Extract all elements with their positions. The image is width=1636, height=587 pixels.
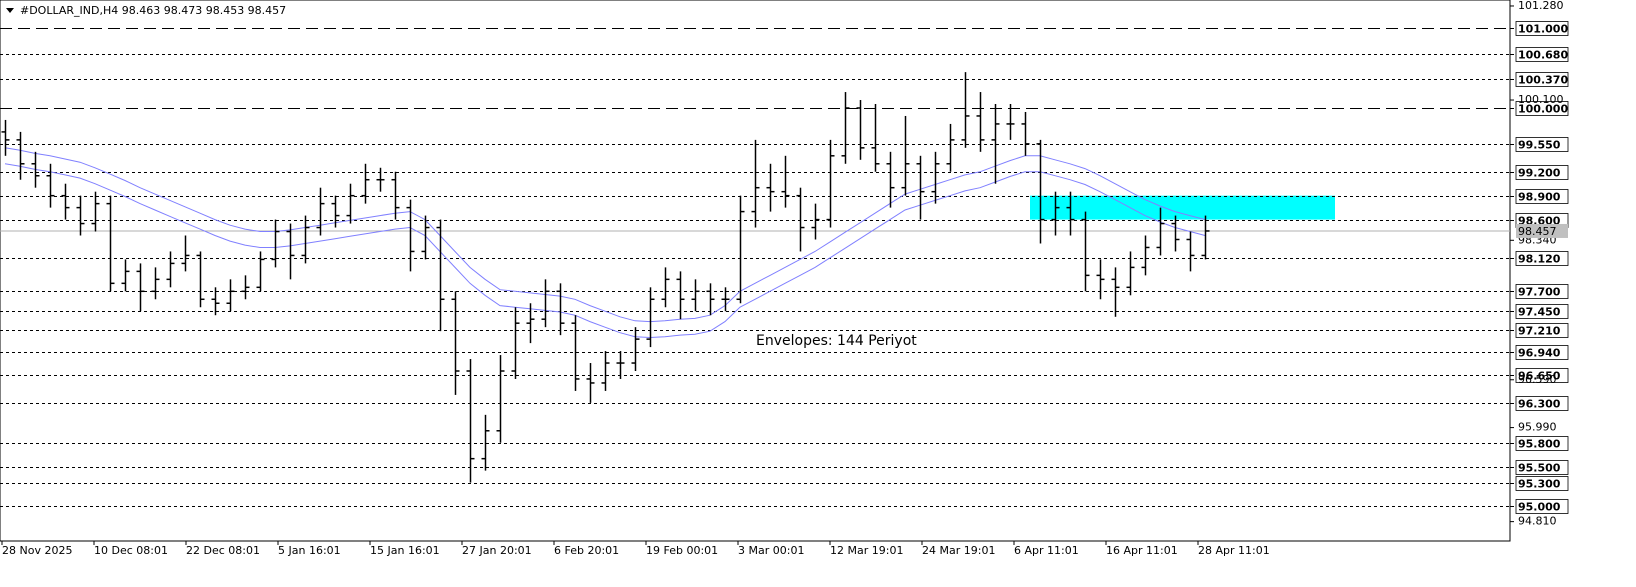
x-tick-label: 3 Mar 00:01	[738, 544, 804, 557]
level-label-box	[1515, 460, 1569, 475]
y-tick-label: 100.100	[1518, 93, 1564, 106]
envelope-line	[4, 163, 1206, 339]
level-label-box	[1515, 21, 1569, 36]
level-label: 97.450	[1518, 306, 1561, 319]
level-label: 95.500	[1518, 462, 1561, 475]
level-label-box	[1515, 72, 1569, 87]
zone	[1030, 195, 1335, 220]
y-tick-label: 94.810	[1518, 515, 1557, 528]
level-label: 99.200	[1518, 167, 1561, 180]
level-label-box	[1515, 251, 1569, 266]
level-label-box	[1515, 476, 1569, 491]
level-label: 100.680	[1518, 49, 1568, 62]
plot-frame	[0, 0, 1511, 542]
x-tick-label: 22 Dec 08:01	[186, 544, 260, 557]
x-tick-label: 15 Jan 16:01	[370, 544, 440, 557]
level-label: 95.000	[1518, 501, 1561, 514]
level-label: 96.650	[1518, 370, 1561, 383]
level-label: 100.000	[1518, 103, 1568, 116]
level-label-box	[1515, 368, 1569, 383]
level-label: 97.210	[1518, 325, 1561, 338]
x-tick-label: 5 Jan 16:01	[278, 544, 341, 557]
y-tick-label: 96.590	[1518, 373, 1557, 386]
level-label: 96.300	[1518, 398, 1561, 411]
level-label: 99.550	[1518, 139, 1561, 152]
x-tick-label: 28 Nov 2025	[2, 544, 72, 557]
level-label-box	[1515, 304, 1569, 319]
level-label: 98.120	[1518, 253, 1561, 266]
current-price-box	[1516, 223, 1568, 238]
level-label-box	[1515, 396, 1569, 411]
x-tick-label: 10 Dec 08:01	[94, 544, 168, 557]
x-tick-label: 6 Feb 20:01	[554, 544, 619, 557]
level-label: 95.300	[1518, 478, 1561, 491]
level-label: 96.940	[1518, 347, 1561, 360]
level-label-box	[1515, 436, 1569, 451]
y-tick-label: 101.280	[1518, 0, 1564, 12]
x-tick-label: 19 Feb 00:01	[646, 544, 718, 557]
x-tick-label: 16 Apr 11:01	[1106, 544, 1178, 557]
level-label-box	[1515, 323, 1569, 338]
annotation: Envelopes: 144 Periyot	[756, 333, 917, 349]
current-price-label: 98.457	[1518, 225, 1557, 238]
x-tick-label: 6 Apr 11:01	[1014, 544, 1079, 557]
menu-arrow[interactable]	[6, 8, 14, 13]
level-label-box	[1515, 47, 1569, 62]
x-tick-label: 27 Jan 20:01	[462, 544, 532, 557]
level-label-box	[1515, 165, 1569, 180]
level-label: 98.900	[1518, 191, 1561, 204]
level-label-box	[1515, 345, 1569, 360]
chart-title: #DOLLAR_IND,H4 98.463 98.473 98.453 98.4…	[20, 4, 286, 17]
envelope-line	[4, 147, 1206, 323]
level-label-box	[1515, 499, 1569, 514]
y-tick-label: 95.990	[1518, 421, 1557, 434]
x-tick-label: 24 Mar 19:01	[922, 544, 995, 557]
x-tick-label: 12 Mar 19:01	[830, 544, 903, 557]
x-tick-label: 28 Apr 11:01	[1198, 544, 1270, 557]
level-label: 100.370	[1518, 74, 1568, 87]
level-label-box	[1515, 137, 1569, 152]
level-label-box	[1515, 101, 1569, 116]
level-label: 101.000	[1518, 23, 1568, 36]
level-label-box	[1515, 284, 1569, 299]
level-label: 97.700	[1518, 286, 1561, 299]
level-label-box	[1515, 189, 1569, 204]
level-label: 95.800	[1518, 438, 1561, 451]
